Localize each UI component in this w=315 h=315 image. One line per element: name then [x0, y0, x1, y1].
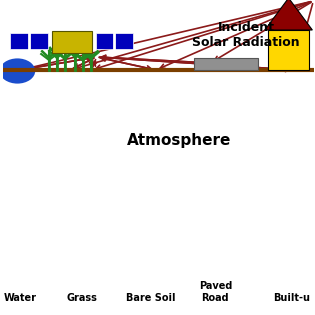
Text: Paved
Road: Paved Road [199, 281, 232, 303]
Text: Bare Soil: Bare Soil [126, 293, 176, 303]
Text: Atmosphere: Atmosphere [127, 133, 231, 147]
Text: Grass: Grass [66, 293, 97, 303]
Polygon shape [265, 0, 312, 30]
Bar [10, 33, 48, 49]
Ellipse shape [0, 58, 35, 83]
Text: Incident
Solar Radiation: Incident Solar Radiation [192, 21, 300, 49]
Bar [52, 31, 92, 53]
Text: Water: Water [4, 293, 37, 303]
Bar [268, 30, 309, 70]
Bar [194, 58, 258, 70]
Bar [95, 33, 133, 49]
Text: Built-u: Built-u [273, 293, 310, 303]
